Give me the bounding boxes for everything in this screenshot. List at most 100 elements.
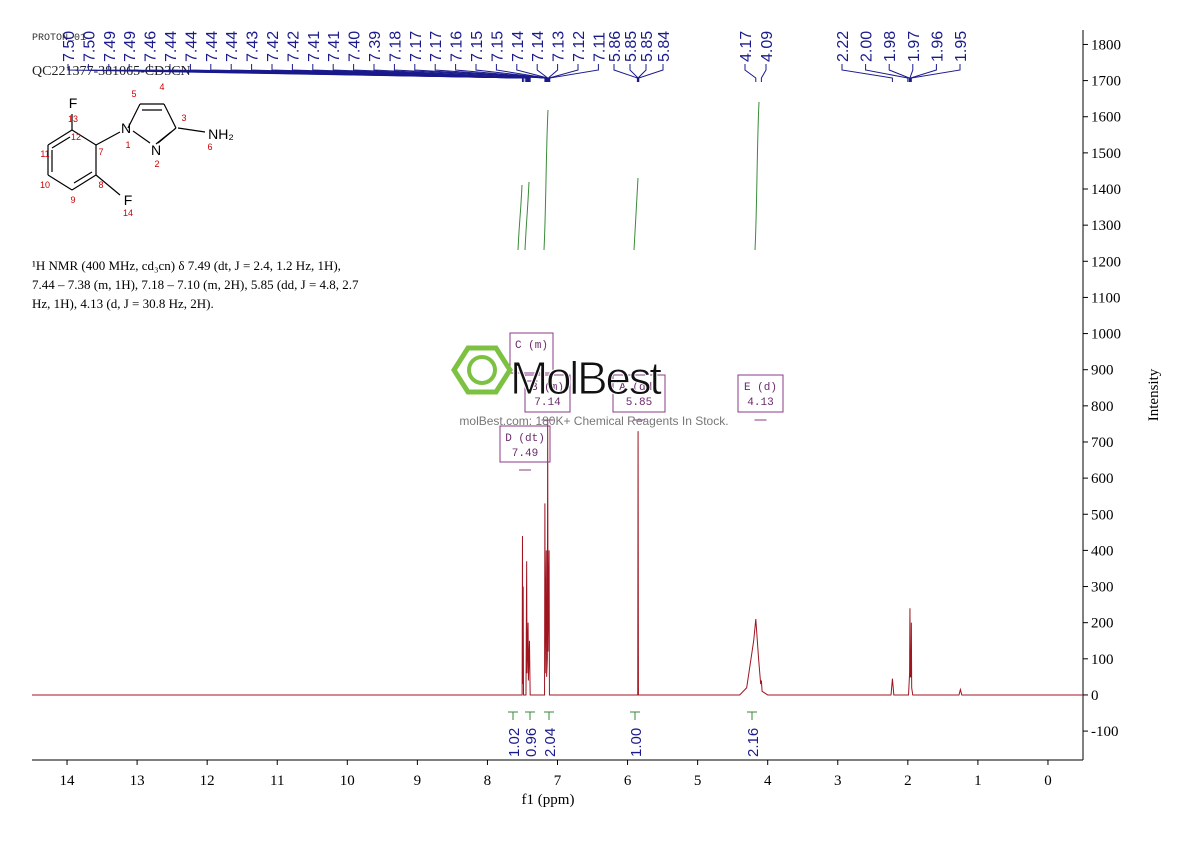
peak-label: 7.14: [510, 31, 527, 62]
atom-label: 10: [40, 180, 50, 190]
y-tick-label: 1300: [1091, 218, 1121, 234]
atom-label: 1: [125, 140, 130, 150]
peak-label: 4.17: [738, 31, 755, 62]
spectrum-line: [32, 420, 1083, 696]
integral-label: 2.16: [745, 728, 762, 757]
peak-label: 7.41: [306, 31, 323, 62]
y-tick-label: -100: [1091, 724, 1119, 740]
peak-connector: [455, 64, 547, 82]
nmr-description: Hz, 1H), 4.13 (d, J = 30.8 Hz, 2H).: [32, 296, 214, 311]
peak-connector: [495, 64, 548, 82]
multiplet-box: [612, 374, 666, 413]
y-tick-label: 600: [1091, 471, 1114, 487]
multiplet-box: [509, 332, 554, 374]
y-tick-label: 1600: [1091, 110, 1121, 126]
peak-label: 7.50: [81, 31, 98, 62]
bond: [47, 129, 73, 146]
peak-label: 7.44: [224, 31, 241, 62]
atom-label: 3: [181, 113, 186, 123]
integral-curve: [754, 101, 760, 251]
watermark-brand: MolBest: [510, 352, 662, 404]
x-tick-label: 2: [904, 773, 912, 789]
peak-label: 7.46: [143, 31, 160, 62]
bond: [95, 131, 121, 146]
atom-label: 4: [159, 82, 164, 92]
y-tick-label: 500: [1091, 507, 1114, 523]
peak-label: 7.39: [367, 31, 384, 62]
y-tick-label: 1100: [1091, 290, 1120, 306]
x-tick-label: 11: [270, 773, 284, 789]
x-tick-label: 14: [60, 773, 76, 789]
x-tick-label: 13: [130, 773, 145, 789]
peak-connector: [888, 64, 910, 82]
bond: [95, 174, 121, 196]
watermark-tagline: molBest.com: 180K+ Chemical Reagents In …: [459, 414, 728, 428]
peak-label: 7.17: [408, 31, 425, 62]
bond: [177, 127, 206, 133]
y-tick-label: 300: [1091, 580, 1114, 596]
atom-label: 9: [70, 195, 75, 205]
peak-connector: [910, 64, 961, 82]
x-tick-label: 6: [624, 773, 632, 789]
peak-label: 4.09: [759, 31, 776, 62]
peak-label: 7.44: [163, 31, 180, 62]
multiplet-name: B (m): [531, 382, 564, 394]
peak-connector: [637, 64, 647, 82]
y-axis-label: Intensity: [1146, 368, 1162, 421]
peak-label: 5.85: [639, 31, 656, 62]
atom-label: 7: [98, 147, 103, 157]
peak-label: 7.16: [449, 31, 466, 62]
logo-ring: [467, 355, 497, 385]
atom-label: 11: [40, 149, 49, 159]
x-tick-label: 7: [554, 773, 562, 789]
x-tick-label: 8: [484, 773, 492, 789]
y-tick-label: 1200: [1091, 254, 1121, 270]
x-tick-label: 12: [200, 773, 215, 789]
multiplet-name: A (dd): [619, 382, 659, 394]
peak-connector: [548, 64, 579, 82]
peak-label: 7.17: [428, 31, 445, 62]
y-tick-label: 1000: [1091, 327, 1121, 343]
multiplet-name: E (d): [744, 382, 777, 394]
peak-label: 2.00: [859, 31, 876, 62]
peak-label: 1.97: [906, 31, 923, 62]
experiment-name: PROTON_01: [32, 33, 86, 44]
multiplet-box: [524, 374, 571, 413]
bond: [71, 174, 97, 191]
y-tick-label: 200: [1091, 616, 1114, 632]
atom-label: 6: [207, 142, 212, 152]
x-tick-label: 10: [340, 773, 355, 789]
atom-label: 13: [68, 114, 78, 124]
atom-label: 5: [131, 89, 136, 99]
x-tick-label: 4: [764, 773, 772, 789]
peak-connector: [516, 64, 549, 82]
multiplet-name: D (dt): [505, 433, 545, 445]
integral-curve: [517, 184, 523, 251]
peak-connector: [613, 64, 638, 82]
peak-connector: [353, 64, 530, 82]
peak-label: 5.85: [623, 31, 640, 62]
atom-label: F: [69, 95, 78, 111]
y-tick-label: 1700: [1091, 74, 1121, 90]
atom-label: 2: [154, 159, 159, 169]
x-tick-label: 1: [974, 773, 982, 789]
x-axis-label: f1 (ppm): [522, 792, 575, 808]
y-tick-label: 1800: [1091, 37, 1121, 53]
peak-connector: [910, 64, 937, 82]
peak-label: 7.11: [591, 32, 608, 62]
y-tick-label: 1400: [1091, 182, 1121, 198]
atom-label: NH₂: [208, 126, 234, 142]
bond: [73, 171, 93, 184]
peak-connector: [909, 64, 914, 82]
peak-label: 1.95: [953, 31, 970, 62]
bond: [155, 131, 172, 145]
x-tick-label: 9: [414, 773, 422, 789]
integral-label: 0.96: [523, 728, 540, 757]
peak-label: 5.84: [656, 31, 673, 62]
peak-label: 7.44: [183, 31, 200, 62]
logo-hexagon: [451, 345, 513, 395]
peak-label: 7.50: [61, 31, 78, 62]
peak-connector: [841, 64, 893, 82]
peak-connector: [549, 64, 599, 82]
peak-connector: [744, 64, 757, 82]
